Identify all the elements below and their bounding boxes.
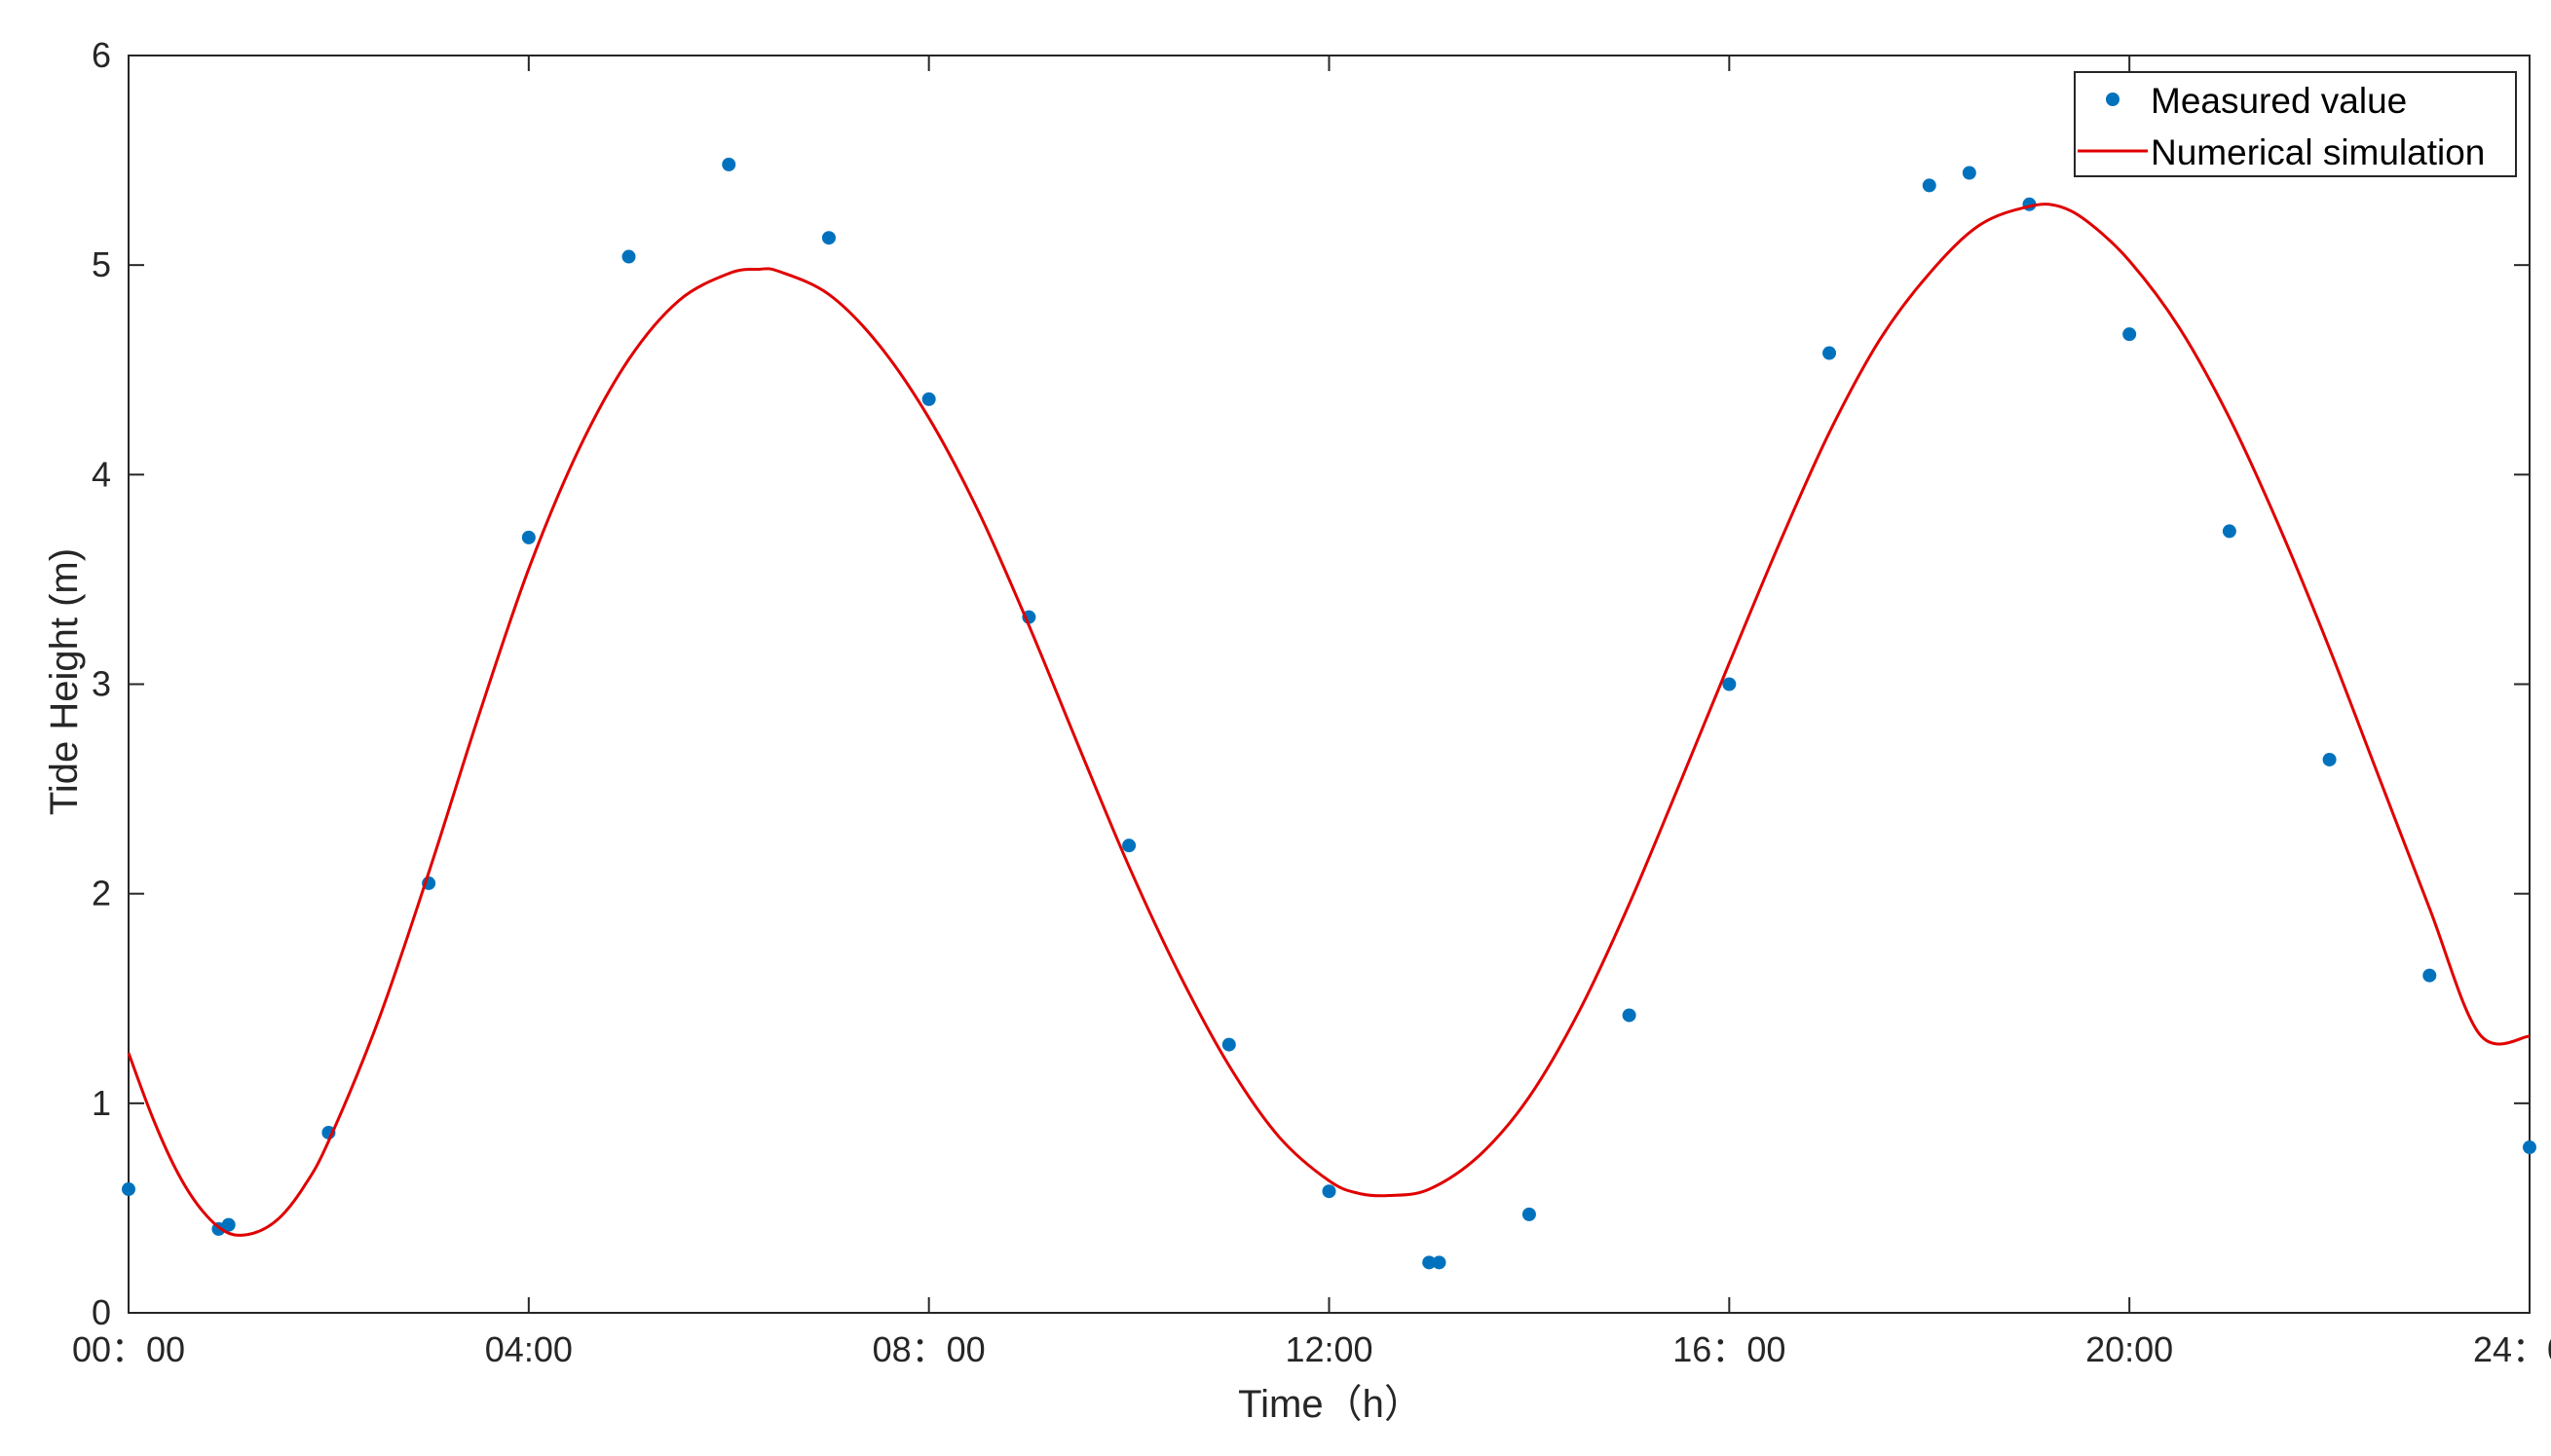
x-tick-label: 12:00 xyxy=(1285,1329,1372,1369)
measured-point xyxy=(821,231,836,245)
measured-point xyxy=(1422,1255,1437,1270)
series-layer xyxy=(122,157,2536,1270)
y-tick-label: 1 xyxy=(92,1083,111,1123)
legend: Measured value Numerical simulation xyxy=(2074,71,2517,177)
measured-point xyxy=(1622,1008,1636,1023)
legend-marker-measured xyxy=(2106,93,2120,106)
measured-point xyxy=(221,1217,236,1232)
x-tick-label: 20:00 xyxy=(2085,1329,2173,1369)
x-tick-label: 00：00 xyxy=(72,1329,185,1369)
measured-point xyxy=(1122,839,1137,853)
y-tick-label: 5 xyxy=(92,244,111,284)
y-tick-label: 0 xyxy=(92,1292,111,1332)
measured-point xyxy=(122,1182,135,1197)
measured-point xyxy=(921,392,936,406)
measured-point xyxy=(2322,752,2337,766)
measured-point xyxy=(621,249,636,264)
measured-point xyxy=(1922,178,1936,193)
measured-point xyxy=(2523,1140,2536,1155)
y-tick-label: 2 xyxy=(92,874,111,914)
x-tick-label: 08：00 xyxy=(873,1329,986,1369)
measured-point xyxy=(1521,1207,1536,1221)
x-tick-label: 24：00 xyxy=(2473,1329,2551,1369)
measured-point xyxy=(1322,1184,1336,1199)
legend-label-simulation: Numerical simulation xyxy=(2151,132,2485,172)
measured-point xyxy=(2122,327,2137,342)
measured-point xyxy=(1221,1037,1236,1052)
measured-point xyxy=(2422,968,2437,983)
x-axis: 00：00 04:00 08：00 12:00 16：00 20:00 24：00 xyxy=(72,56,2551,1369)
y-tick-label: 6 xyxy=(92,35,111,75)
x-tick-label: 04:00 xyxy=(485,1329,573,1369)
measured-point xyxy=(1432,1255,1446,1270)
measured-point xyxy=(521,530,536,544)
y-axis: 0 1 2 3 4 5 6 xyxy=(92,35,2530,1332)
x-axis-label: Time（h） xyxy=(1238,1383,1423,1426)
legend-label-measured: Measured value xyxy=(2151,81,2407,121)
y-tick-label: 4 xyxy=(92,454,111,494)
y-axis-label: Tide Height (m) xyxy=(43,548,86,815)
measured-point xyxy=(1962,166,1976,180)
y-tick-label: 3 xyxy=(92,664,111,704)
measured-point xyxy=(1722,677,1737,691)
x-tick-label: 16：00 xyxy=(1672,1329,1785,1369)
measured-point xyxy=(2222,524,2236,539)
simulation-line xyxy=(127,203,2531,1237)
measured-point xyxy=(722,157,736,171)
measured-point xyxy=(1822,346,1837,360)
legend-box xyxy=(2074,71,2517,177)
